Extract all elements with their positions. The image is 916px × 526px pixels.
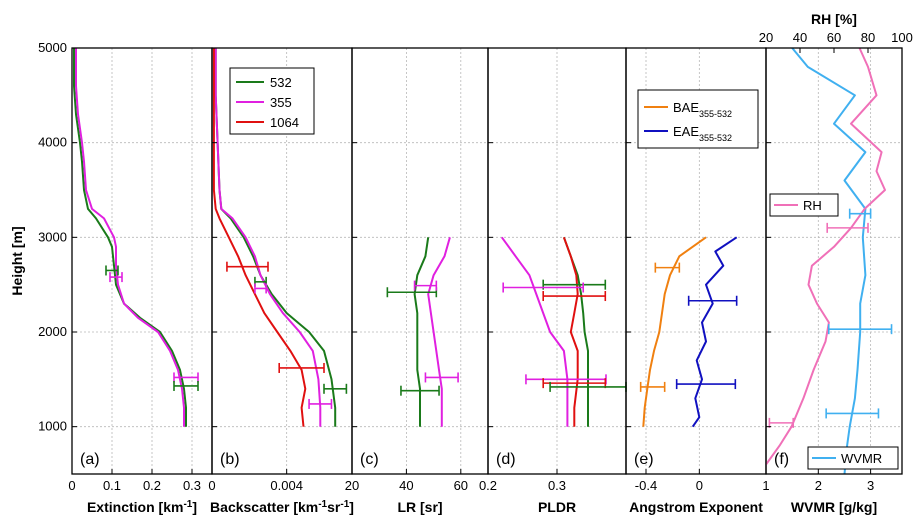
panel-b-label: (b): [220, 451, 240, 468]
panel-c-xtick-label: 60: [454, 478, 468, 493]
panel-d-xtick-label: 0.2: [479, 478, 497, 493]
legend-label-1064: 1064: [270, 115, 299, 130]
y-axis-title: Height [m]: [9, 226, 25, 295]
panel-d-xtick-label: 0.3: [548, 478, 566, 493]
panel-f-top-xtick-label: 80: [861, 30, 875, 45]
legend-label-RH: RH: [803, 198, 822, 213]
legend-label-BAE: BAE355-532: [673, 100, 732, 119]
panel-b-series-355: [214, 48, 322, 427]
panel-f-xtick-label: 2: [815, 478, 822, 493]
panel-e-xlabel: Angstrom Exponent: [629, 499, 763, 515]
panel-f-top-xtick-label: 100: [891, 30, 913, 45]
panel-a-frame: [71, 47, 213, 475]
panel-c-series-355: [427, 237, 451, 427]
panel-c-series-532: [413, 237, 430, 427]
panel-e-series-EAE: [691, 236, 738, 428]
legend-label-532: 532: [270, 75, 292, 90]
panel-f-top-xtick-label: 20: [759, 30, 773, 45]
panel-c-label: (c): [360, 451, 379, 468]
panel-e-label: (e): [634, 451, 654, 468]
panel-d-xlabel: PLDR: [538, 499, 576, 515]
panel-e-xtick-label: -0.4: [635, 478, 657, 493]
panel-f-top-xtick-label: 60: [827, 30, 841, 45]
y-tick-label: 4000: [38, 135, 67, 150]
legend-label-WVMR: WVMR: [841, 451, 882, 466]
panel-e-xtick-label: 0: [696, 478, 703, 493]
panel-c-xlabel: LR [sr]: [397, 499, 442, 515]
panel-a-series-355: [75, 48, 185, 427]
panel-f-top-xtick-label: 40: [793, 30, 807, 45]
legend-label-EAE: EAE355-532: [673, 124, 732, 143]
y-tick-label: 1000: [38, 419, 67, 434]
panel-f-xtick-label: 1: [762, 478, 769, 493]
panel-a-xtick-label: 0.1: [103, 478, 121, 493]
panel-b-series-1064: [212, 48, 307, 427]
legend-box-rh: [769, 193, 839, 217]
panel-f-label: (f): [774, 451, 789, 468]
legend-box-wvmr: [807, 446, 899, 470]
panel-f-series-RH: [765, 47, 886, 466]
panel-c-xtick-label: 40: [399, 478, 413, 493]
panel-b-xtick-label: 0: [208, 478, 215, 493]
panel-a-series-532: [73, 48, 187, 427]
legend-label-355: 355: [270, 95, 292, 110]
panel-a-xtick-label: 0.3: [183, 478, 201, 493]
panel-f-series-WVMR: [791, 47, 867, 475]
legend-box-ae: [637, 89, 759, 149]
panel-f-xtick-label: 3: [867, 478, 874, 493]
panel-b-xtick-label: 0.004: [270, 478, 303, 493]
panel-b-xlabel: Backscatter [km-1sr-1]: [210, 499, 354, 516]
panel-a-xtick-label: 0.2: [143, 478, 161, 493]
panel-f-frame: [765, 47, 903, 475]
panel-a-xlabel: Extinction [km-1]: [87, 499, 197, 516]
y-tick-label: 2000: [38, 324, 67, 339]
y-tick-label: 5000: [38, 40, 67, 55]
y-tick-label: 3000: [38, 229, 67, 244]
panel-f-xlabel: WVMR [g/kg]: [791, 499, 877, 515]
panel-a-xtick-label: 0: [68, 478, 75, 493]
panel-e-series-BAE: [642, 236, 707, 427]
panel-d-label: (d): [496, 451, 516, 468]
panel-d-series-1064: [562, 236, 579, 427]
panel-c-xtick-label: 20: [345, 478, 359, 493]
panel-d-series-355: [500, 236, 569, 427]
panel-f-top-xlabel: RH [%]: [811, 11, 857, 27]
panel-a-label: (a): [80, 451, 100, 468]
